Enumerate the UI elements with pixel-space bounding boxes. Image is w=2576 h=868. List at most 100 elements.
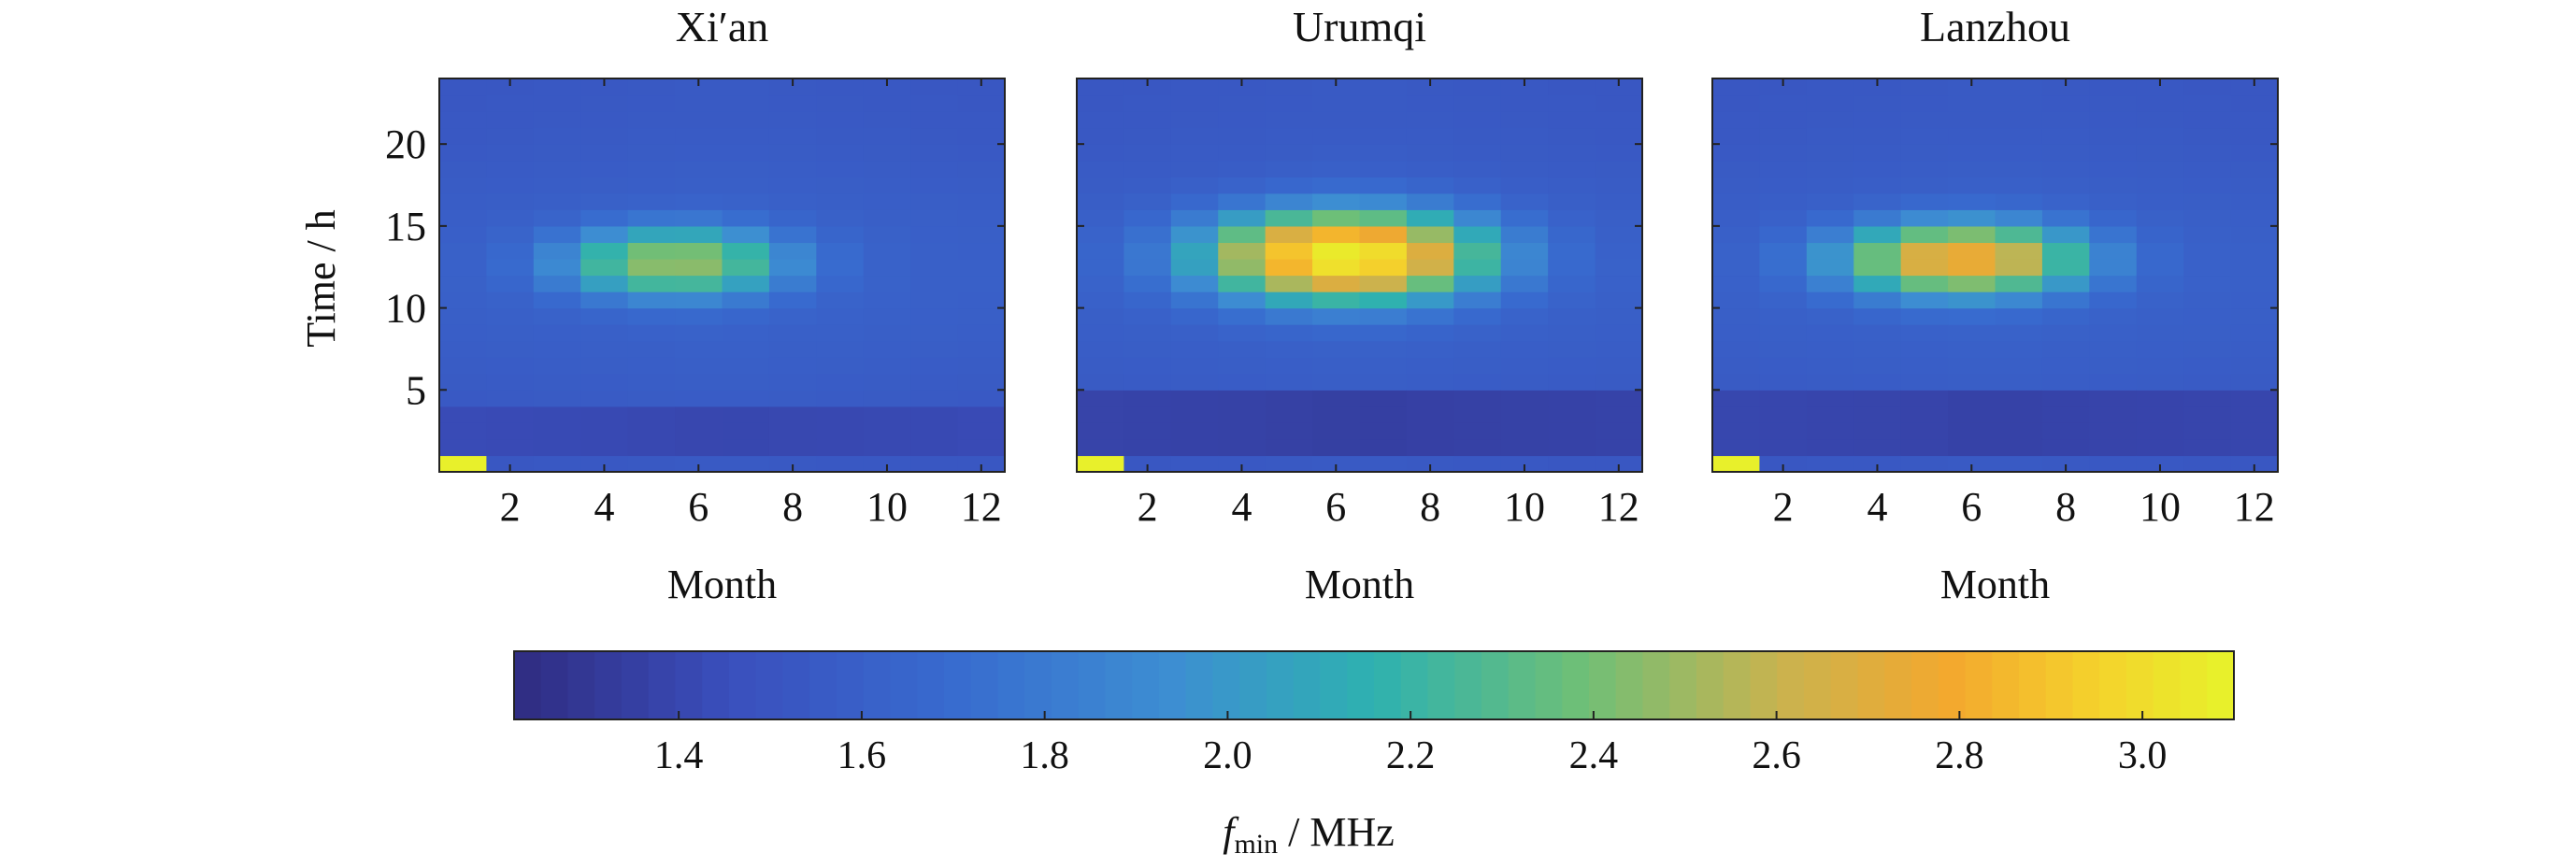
heatmap-cell bbox=[1759, 340, 1808, 358]
heatmap-cell bbox=[768, 225, 817, 244]
x-tick-label: 2 bbox=[1773, 484, 1794, 530]
heatmap-cell bbox=[910, 438, 959, 457]
heatmap-cell bbox=[533, 94, 581, 112]
colorbar-segment bbox=[1804, 651, 1832, 719]
heatmap-cell bbox=[1712, 225, 1761, 244]
heatmap-cell bbox=[675, 225, 723, 244]
colorbar-segment bbox=[1132, 651, 1160, 719]
heatmap-cell bbox=[533, 307, 581, 325]
heatmap-cell bbox=[2089, 357, 2138, 375]
heatmap-cell bbox=[1359, 192, 1408, 210]
heatmap-cell bbox=[627, 144, 676, 162]
heatmap-cell bbox=[1712, 144, 1761, 162]
heatmap-cell bbox=[2041, 275, 2090, 292]
heatmap-cell bbox=[1077, 144, 1125, 162]
heatmap-cell bbox=[1359, 406, 1408, 423]
heatmap-cell bbox=[1548, 390, 1596, 407]
heatmap-cell bbox=[2230, 242, 2279, 260]
heatmap-cell bbox=[1995, 225, 2043, 244]
heatmap-cell bbox=[1312, 438, 1361, 457]
heatmap-cell bbox=[1712, 94, 1761, 112]
heatmap-cell bbox=[1312, 192, 1361, 210]
heatmap-cell bbox=[2183, 340, 2232, 358]
heatmap-cell bbox=[1948, 275, 1996, 292]
heatmap-cell bbox=[486, 438, 535, 457]
heatmap-cell bbox=[2136, 324, 2184, 342]
heatmap-cell bbox=[1548, 111, 1596, 129]
heatmap-cell bbox=[1453, 324, 1502, 342]
heatmap-cell bbox=[1948, 324, 1996, 342]
heatmap-cell bbox=[1759, 144, 1808, 162]
heatmap-cell bbox=[675, 357, 723, 375]
heatmap-cell bbox=[533, 192, 581, 210]
heatmap-cell bbox=[1453, 225, 1502, 244]
heatmap-cell bbox=[1759, 307, 1808, 325]
x-tick-label: 10 bbox=[1504, 484, 1545, 530]
heatmap-cell bbox=[1853, 111, 1902, 129]
heatmap-cell bbox=[1900, 340, 1949, 358]
heatmap-cell bbox=[957, 373, 1006, 391]
heatmap-cell bbox=[1948, 438, 1996, 457]
heatmap-cell bbox=[1170, 275, 1219, 292]
heatmap-cell bbox=[722, 390, 770, 407]
heatmap-cell bbox=[1900, 94, 1949, 112]
heatmap-cell bbox=[2089, 160, 2138, 178]
heatmap-cell bbox=[722, 275, 770, 292]
heatmap-cell bbox=[1712, 192, 1761, 210]
heatmap-cell bbox=[1900, 127, 1949, 145]
heatmap-cell bbox=[768, 390, 817, 407]
heatmap-cell bbox=[1806, 94, 1854, 112]
heatmap-cell bbox=[2136, 292, 2184, 309]
heatmap-cell bbox=[486, 275, 535, 292]
heatmap-cell bbox=[957, 357, 1006, 375]
heatmap-cell bbox=[910, 94, 959, 112]
heatmap-cell bbox=[1453, 438, 1502, 457]
heatmap-cell bbox=[2136, 209, 2184, 227]
heatmap-cell bbox=[2041, 390, 2090, 407]
heatmap-cell bbox=[486, 292, 535, 309]
heatmap-cell bbox=[1453, 111, 1502, 129]
heatmap-cell bbox=[2183, 307, 2232, 325]
heatmap-cell bbox=[910, 324, 959, 342]
heatmap-cell bbox=[439, 127, 488, 145]
heatmap-cell bbox=[863, 192, 911, 210]
heatmap-cell bbox=[1712, 455, 1761, 473]
heatmap-cell bbox=[1406, 111, 1454, 129]
heatmap-cell bbox=[1853, 390, 1902, 407]
heatmap-cell bbox=[675, 422, 723, 440]
heatmap-cell bbox=[1900, 258, 1949, 277]
heatmap-cell bbox=[580, 307, 629, 325]
heatmap-cell bbox=[486, 406, 535, 423]
heatmap-cell bbox=[1595, 111, 1643, 129]
heatmap-cell bbox=[1548, 422, 1596, 440]
heatmap-cell bbox=[722, 258, 770, 277]
heatmap-cell bbox=[910, 307, 959, 325]
heatmap-cell bbox=[1900, 390, 1949, 407]
heatmap-cell bbox=[1806, 144, 1854, 162]
heatmap-cell bbox=[1359, 307, 1408, 325]
heatmap-cell bbox=[1123, 111, 1172, 129]
heatmap-cell bbox=[2183, 160, 2232, 178]
y-axis-label: Time / h bbox=[298, 209, 344, 348]
heatmap-cell bbox=[439, 390, 488, 407]
heatmap-cell bbox=[1265, 192, 1313, 210]
heatmap-cell bbox=[1123, 209, 1172, 227]
heatmap-cell bbox=[1995, 438, 2043, 457]
heatmap-cell bbox=[1218, 111, 1267, 129]
heatmap-cell bbox=[863, 78, 911, 96]
heatmap-cell bbox=[768, 340, 817, 358]
heatmap-cell bbox=[2041, 209, 2090, 227]
heatmap-cell bbox=[2183, 422, 2232, 440]
heatmap-cell bbox=[1312, 209, 1361, 227]
heatmap-cell bbox=[2089, 94, 2138, 112]
heatmap-cell bbox=[768, 455, 817, 473]
heatmap-cell bbox=[1595, 455, 1643, 473]
colorbar-segment bbox=[890, 651, 919, 719]
heatmap-cell bbox=[2136, 94, 2184, 112]
heatmap-cell bbox=[1548, 78, 1596, 96]
heatmap-cell bbox=[533, 78, 581, 96]
panel-title: Urumqi bbox=[1293, 3, 1426, 50]
heatmap-cell bbox=[1995, 94, 2043, 112]
x-tick-label: 8 bbox=[2055, 484, 2076, 530]
